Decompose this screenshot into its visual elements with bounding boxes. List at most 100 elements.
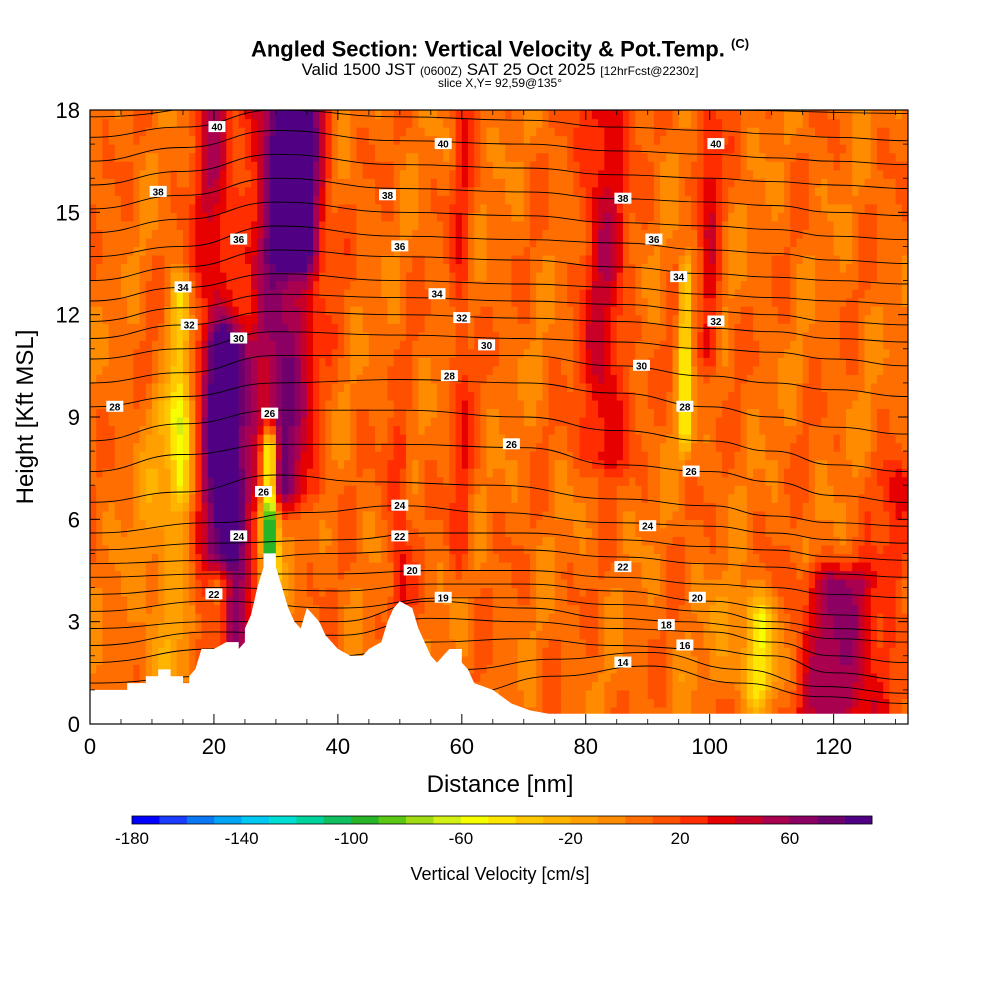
velocity-cell	[127, 527, 134, 537]
velocity-cell	[257, 408, 265, 418]
velocity-cell	[461, 510, 469, 520]
velocity-cell	[220, 451, 227, 461]
velocity-cell	[139, 263, 147, 273]
velocity-cell	[133, 195, 141, 205]
velocity-cell	[306, 161, 314, 171]
velocity-cell	[189, 135, 196, 145]
velocity-cell	[244, 434, 252, 444]
velocity-cell	[443, 417, 451, 427]
velocity-cell	[505, 689, 512, 700]
velocity-cell	[430, 425, 438, 435]
velocity-cell	[492, 144, 500, 154]
velocity-cell	[319, 357, 327, 367]
velocity-cell	[226, 451, 234, 461]
velocity-cell	[387, 399, 395, 410]
velocity-cell	[430, 621, 438, 631]
velocity-cell	[269, 220, 277, 230]
velocity-cell	[251, 340, 258, 350]
velocity-cell	[282, 502, 289, 512]
velocity-cell	[201, 536, 209, 546]
velocity-cell	[145, 135, 153, 145]
velocity-cell	[418, 306, 426, 316]
velocity-cell	[331, 434, 339, 444]
velocity-cell	[127, 331, 134, 341]
velocity-cell	[251, 434, 258, 444]
velocity-cell	[344, 127, 351, 137]
velocity-cell	[486, 681, 494, 691]
velocity-cell	[282, 306, 289, 316]
velocity-cell	[449, 178, 457, 188]
velocity-cell	[325, 536, 333, 546]
velocity-cell	[213, 596, 221, 606]
velocity-cell	[331, 630, 339, 640]
velocity-cell	[251, 110, 258, 120]
velocity-cell	[275, 110, 283, 120]
velocity-cell	[449, 357, 457, 367]
velocity-cell	[195, 596, 203, 606]
velocity-cell	[182, 348, 190, 358]
velocity-cell	[331, 544, 339, 555]
velocity-cell	[399, 152, 407, 162]
velocity-cell	[182, 391, 190, 401]
velocity-cell	[207, 212, 215, 222]
velocity-cell	[158, 604, 165, 614]
velocity-cell	[151, 135, 159, 145]
velocity-cell	[257, 382, 265, 393]
velocity-cell	[269, 459, 277, 469]
velocity-cell	[158, 613, 165, 623]
velocity-cell	[145, 638, 153, 648]
velocity-cell	[127, 306, 134, 316]
velocity-cell	[449, 246, 457, 256]
velocity-cell	[201, 579, 209, 589]
velocity-cell	[120, 604, 128, 614]
velocity-cell	[387, 519, 395, 529]
velocity-cell	[412, 519, 420, 529]
velocity-cell	[418, 553, 426, 563]
velocity-cell	[257, 527, 265, 537]
velocity-cell	[90, 647, 97, 657]
velocity-cell	[213, 408, 221, 418]
velocity-cell	[486, 655, 494, 665]
velocity-cell	[461, 195, 469, 205]
velocity-cell	[263, 127, 271, 137]
velocity-cell	[511, 246, 519, 256]
velocity-cell	[232, 544, 240, 555]
velocity-cell	[368, 596, 376, 606]
velocity-cell	[145, 544, 153, 555]
velocity-cell	[263, 195, 271, 205]
velocity-cell	[251, 280, 258, 290]
velocity-cell	[362, 195, 370, 205]
velocity-cell	[480, 553, 488, 563]
velocity-cell	[102, 246, 110, 256]
velocity-cell	[182, 417, 190, 427]
velocity-cell	[381, 476, 389, 486]
velocity-cell	[182, 135, 190, 145]
velocity-cell	[350, 536, 358, 546]
velocity-cell	[151, 519, 159, 529]
velocity-cell	[145, 237, 153, 248]
velocity-field	[90, 110, 908, 724]
velocity-cell	[251, 212, 258, 222]
velocity-cell	[418, 468, 426, 478]
velocity-cell	[189, 246, 196, 256]
velocity-cell	[120, 144, 128, 154]
velocity-cell	[368, 536, 376, 546]
velocity-cell	[337, 237, 345, 248]
velocity-cell	[350, 212, 358, 222]
velocity-cell	[455, 451, 463, 461]
velocity-cell	[201, 468, 209, 478]
velocity-cell	[344, 118, 351, 128]
velocity-cell	[300, 604, 308, 614]
velocity-cell	[238, 570, 246, 580]
velocity-cell	[90, 374, 97, 384]
velocity-cell	[182, 544, 190, 555]
velocity-cell	[406, 212, 413, 222]
velocity-cell	[269, 442, 277, 452]
velocity-cell	[96, 391, 103, 401]
velocity-cell	[381, 280, 389, 290]
velocity-cell	[90, 297, 97, 307]
velocity-cell	[480, 425, 488, 435]
velocity-cell	[158, 630, 165, 640]
velocity-cell	[430, 246, 438, 256]
velocity-cell	[368, 425, 376, 435]
